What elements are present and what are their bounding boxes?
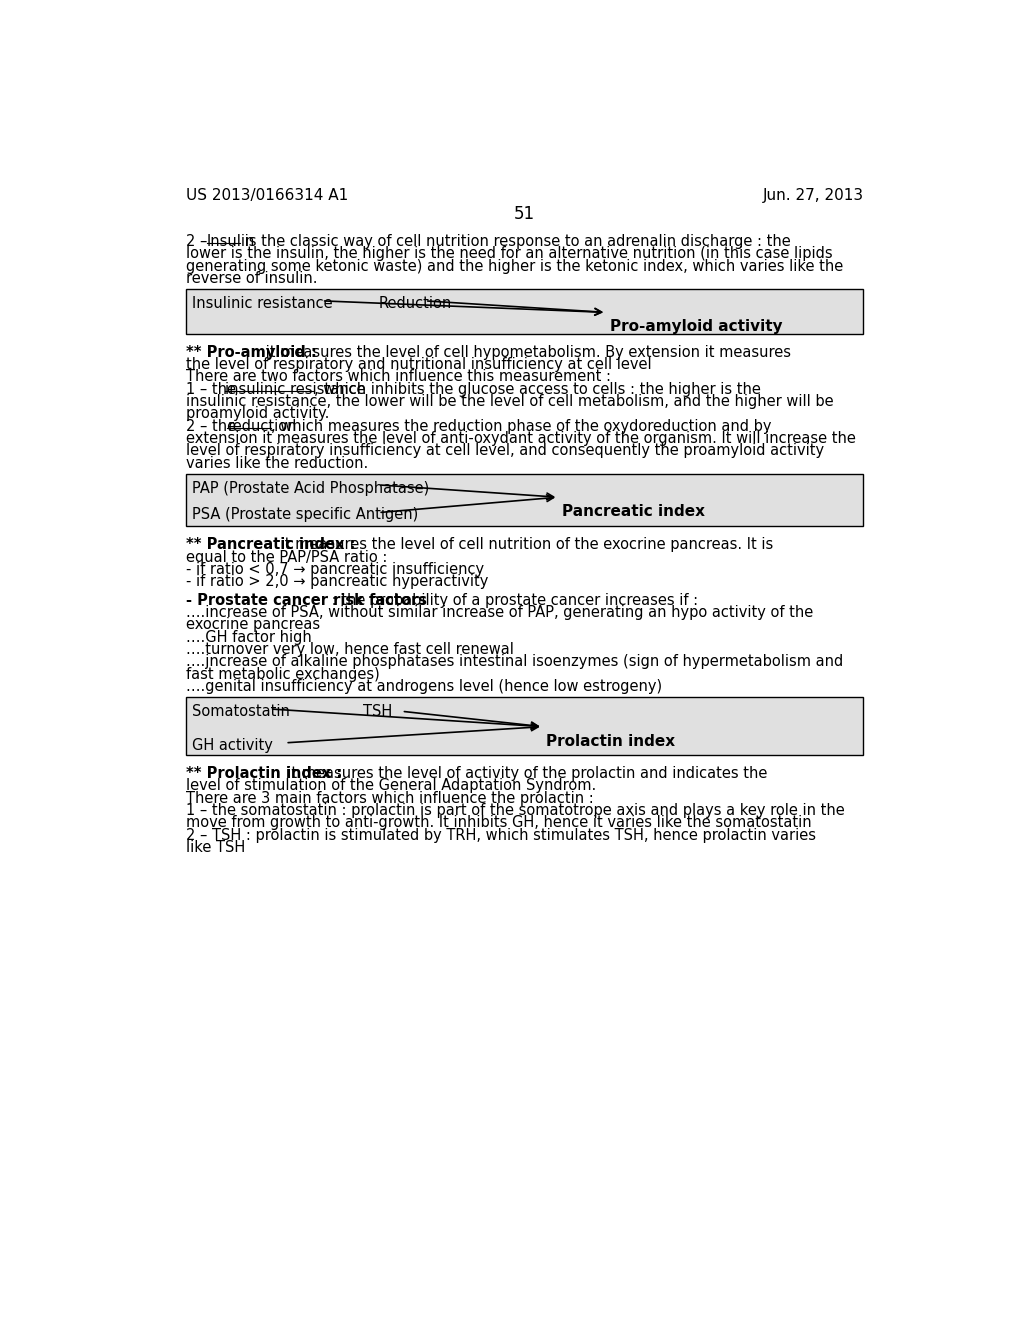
Text: 51: 51 [514,205,536,223]
Bar [186,289,863,334]
Text: US 2013/0166314 A1: US 2013/0166314 A1 [186,187,348,203]
Text: Insulinic resistance: Insulinic resistance [193,296,333,312]
Text: ….increase of PSA, without similar increase of PAP, generating an hypo activity : ….increase of PSA, without similar incre… [186,605,813,620]
Text: : the probability of a prostate cancer increases if :: : the probability of a prostate cancer i… [328,593,698,607]
Text: ….genital insufficiency at androgens level (hence low estrogeny): ….genital insufficiency at androgens lev… [186,678,663,694]
Text: is the classic way of cell nutrition response to an adrenalin discharge : the: is the classic way of cell nutrition res… [240,234,791,249]
Text: extension it measures the level of anti-oxydant activity of the organism. It wil: extension it measures the level of anti-… [186,430,856,446]
Text: ….jncrease of alkaline phosphatases intestinal isoenzymes (sign of hypermetaboli: ….jncrease of alkaline phosphatases inte… [186,655,844,669]
Text: insulinic resistance, the lower will be the level of cell metabolism, and the hi: insulinic resistance, the lower will be … [186,395,834,409]
Bar [186,697,863,755]
Text: it measures the level of cell hypometabolism. By extension it measures: it measures the level of cell hypometabo… [260,345,791,360]
Text: proamyloid activity.: proamyloid activity. [186,407,330,421]
Text: like TSH: like TSH [186,840,246,855]
Text: There are two factors which influence this measurement :: There are two factors which influence th… [186,370,611,384]
Text: ** Pancreatic index :: ** Pancreatic index : [186,537,355,552]
Text: Pro-amyloid activity: Pro-amyloid activity [610,319,782,334]
Text: ….GH factor high: ….GH factor high [186,630,312,644]
Text: generating some ketonic waste) and the higher is the ketonic index, which varies: generating some ketonic waste) and the h… [186,259,844,273]
Text: Somatostatin: Somatostatin [193,705,290,719]
Text: 1 – the somatostatin : prolactin is part of the somatotrope axis and plays a key: 1 – the somatostatin : prolactin is part… [186,803,845,818]
Text: Prolactin index: Prolactin index [547,734,676,748]
Text: move from growth to anti-growth. It inhibits GH, hence it varies like the somato: move from growth to anti-growth. It inhi… [186,816,812,830]
Text: 2 – the: 2 – the [186,418,241,434]
Text: level of respiratory insufficiency at cell level, and consequently the proamyloi: level of respiratory insufficiency at ce… [186,444,824,458]
Text: fast metabolic exchanges): fast metabolic exchanges) [186,667,380,681]
Text: PAP (Prostate Acid Phosphatase): PAP (Prostate Acid Phosphatase) [193,480,430,496]
Text: ** Pro-amyloid :: ** Pro-amyloid : [186,345,316,360]
Text: varies like the reduction.: varies like the reduction. [186,455,369,471]
Text: it measures the level of cell nutrition of the exocrine pancreas. It is: it measures the level of cell nutrition … [276,537,773,552]
Text: reverse of insulin.: reverse of insulin. [186,271,317,286]
Text: lower is the insulin, the higher is the need for an alternative nutrition (in th: lower is the insulin, the higher is the … [186,246,833,261]
Text: Jun. 27, 2013: Jun. 27, 2013 [762,187,863,203]
Text: There are 3 main factors which influence the prolactin :: There are 3 main factors which influence… [186,791,594,805]
Text: PSA (Prostate specific Antigen): PSA (Prostate specific Antigen) [193,507,419,523]
Text: insulinic resistance: insulinic resistance [225,381,366,397]
Text: Pancreatic index: Pancreatic index [562,504,705,519]
Text: - if ratio > 2,0 → pancreatic hyperactivity: - if ratio > 2,0 → pancreatic hyperactiv… [186,574,488,589]
Text: ** Prolactin index :: ** Prolactin index : [186,766,342,781]
Text: - Prostate cancer risk factors: - Prostate cancer risk factors [186,593,427,607]
Text: the level of respiratory and nutritional insufficiency at cell level: the level of respiratory and nutritional… [186,358,651,372]
Text: , which inhibits the glucose access to cells : the higher is the: , which inhibits the glucose access to c… [314,381,761,397]
Text: GH activity: GH activity [193,738,273,754]
Text: - if ratio < 0,7 → pancreatic insufficiency: - if ratio < 0,7 → pancreatic insufficie… [186,562,484,577]
Text: , which measures the reduction phase of the oxydoreduction and by: , which measures the reduction phase of … [270,418,771,434]
Text: exocrine pancreas: exocrine pancreas [186,618,321,632]
Bar [186,474,863,527]
Text: level of stimulation of the General Adaptation Syndrom.: level of stimulation of the General Adap… [186,779,596,793]
Text: 2 – TSH : prolactin is stimulated by TRH, which stimulates TSH, hence prolactin : 2 – TSH : prolactin is stimulated by TRH… [186,828,816,842]
Text: it measures the level of activity of the prolactin and indicates the: it measures the level of activity of the… [278,766,767,781]
Text: TSH: TSH [362,705,392,719]
Text: Insulin: Insulin [207,234,255,249]
Text: 2 –: 2 – [186,234,212,249]
Text: ….turnover very low, hence fast cell renewal: ….turnover very low, hence fast cell ren… [186,642,514,657]
Text: reduction: reduction [227,418,297,434]
Text: equal to the PAP/PSA ratio :: equal to the PAP/PSA ratio : [186,549,387,565]
Text: Reduction: Reduction [378,296,452,312]
Text: 1 – the: 1 – the [186,381,241,397]
